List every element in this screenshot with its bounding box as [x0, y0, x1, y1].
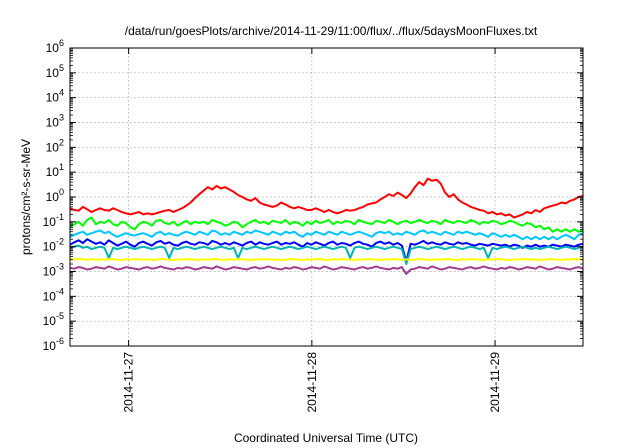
y-tick-exponent: -2: [56, 237, 64, 247]
y-axis-label: protons/cm²-s-sr-MeV: [19, 139, 33, 255]
series-line-7: [69, 265, 584, 275]
x-axis: 2014-11-27 2014-11-28 2014-11-29: [122, 48, 502, 413]
y-tick-exponent: 4: [59, 88, 64, 98]
grid-lines: [70, 48, 583, 346]
y-tick-label: 10-6: [43, 336, 64, 353]
y-tick-label: 10-2: [43, 237, 64, 254]
series-line-1: [69, 177, 584, 219]
y-tick-label: 103: [46, 113, 64, 130]
y-axis: 10-610-510-410-310-210-11001011021031041…: [43, 38, 583, 353]
series-line-6: [69, 257, 584, 261]
y-tick-exponent: 1: [59, 162, 64, 172]
series-line-4: [69, 238, 584, 263]
series-line-2: [69, 216, 584, 233]
series-line-5: [69, 244, 584, 265]
y-tick-label: 102: [46, 137, 64, 154]
y-tick-label: 101: [46, 162, 64, 179]
chart-title: /data/run/goesPlots/archive/2014-11-29/1…: [125, 24, 538, 38]
y-tick-exponent: -1: [56, 212, 64, 222]
data-series-group: [69, 177, 584, 275]
y-tick-exponent: 5: [59, 63, 64, 73]
y-tick-label: 10-1: [43, 212, 64, 229]
y-tick-exponent: -6: [56, 336, 64, 346]
y-tick-exponent: -4: [56, 286, 64, 296]
y-tick-label: 100: [46, 187, 64, 204]
y-tick-exponent: 0: [59, 187, 64, 197]
y-tick-exponent: 3: [59, 113, 64, 123]
y-tick-exponent: -3: [56, 262, 64, 272]
series-line-3: [69, 229, 584, 241]
x-tick-label: 2014-11-28: [305, 352, 319, 413]
y-tick-exponent: 2: [59, 137, 64, 147]
y-tick-exponent: 6: [59, 38, 64, 48]
y-tick-label: 105: [46, 63, 64, 80]
y-tick-label: 10-5: [43, 311, 64, 328]
x-tick-label: 2014-11-27: [122, 352, 136, 413]
y-tick-exponent: -5: [56, 311, 64, 321]
y-tick-label: 10-4: [43, 286, 64, 303]
x-axis-label: Coordinated Universal Time (UTC): [234, 431, 418, 445]
y-tick-label: 106: [46, 38, 64, 55]
y-tick-label: 10-3: [43, 262, 64, 279]
y-tick-label: 104: [46, 88, 64, 105]
x-tick-label: 2014-11-29: [488, 352, 502, 413]
